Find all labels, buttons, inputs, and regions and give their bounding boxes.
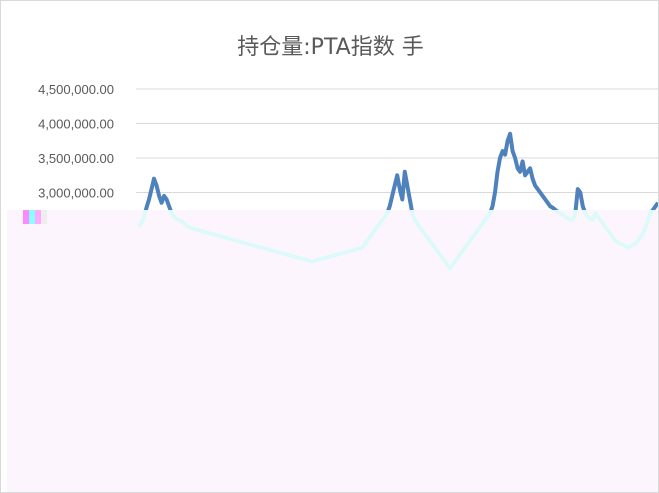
glitch-block (23, 210, 29, 224)
glitch-block (41, 210, 47, 224)
series-line-overlay (137, 131, 658, 271)
y-tick-label: 4,500,000.00 (38, 82, 114, 97)
overlay-line-layer (137, 131, 658, 271)
y-tick-label: 4,000,000.00 (38, 117, 114, 132)
y-tick-label: 3,500,000.00 (38, 151, 114, 166)
glitch-block (29, 210, 35, 224)
glitch-block (35, 210, 41, 224)
y-tick-label: 3,000,000.00 (38, 186, 114, 201)
render-overlay (7, 131, 658, 492)
render-glitch (23, 210, 47, 224)
chart-title: 持仓量:PTA指数 手 (237, 35, 424, 60)
